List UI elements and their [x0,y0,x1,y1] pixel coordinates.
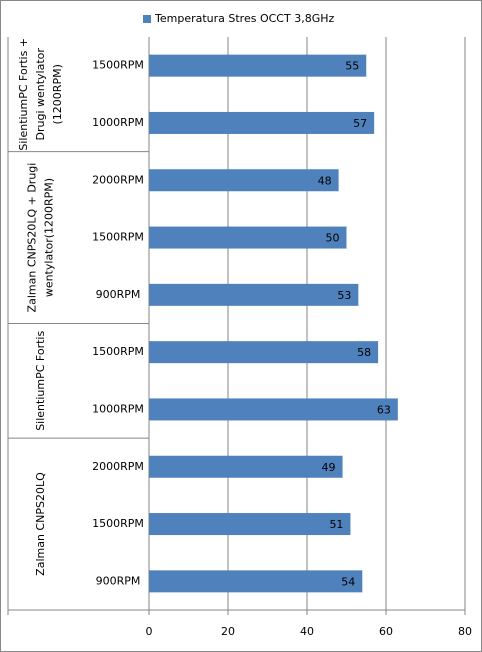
y-tick-label: 1500RPM [92,345,144,358]
bar [149,455,343,478]
y-tick-label: 900RPM [96,288,141,301]
bar [149,513,351,536]
bar [149,111,375,134]
y-tick-label: 900RPM [96,574,141,587]
data-label: 57 [353,117,367,130]
y-tick-label: 1500RPM [92,517,144,530]
y-tick-label: 2000RPM [92,173,144,186]
group-label: Zalman CNPS20LQ + Drugi [26,163,39,313]
data-label: 49 [322,461,336,474]
y-tick-label: 2000RPM [92,460,144,473]
data-label: 50 [326,232,340,245]
data-label: 63 [377,403,391,416]
bar [149,54,367,77]
group-label: SilentiumPC Fortis [34,331,47,431]
bar [149,341,379,364]
x-tick-label: 80 [458,625,472,638]
data-label: 48 [318,174,332,187]
group-label: Zalman CNPS20LQ [34,472,47,576]
bar [149,398,398,421]
data-label: 55 [345,60,359,73]
data-label: 54 [341,575,355,588]
legend-swatch [143,15,151,23]
x-tick-label: 40 [300,625,314,638]
legend-label: Temperatura Stres OCCT 3,8GHz [154,12,334,25]
group-label: wentylator(1200RPM) [43,178,56,297]
y-tick-label: 1000RPM [92,402,144,415]
y-tick-label: 1000RPM [92,116,144,129]
data-label: 58 [357,346,371,359]
bar [149,226,347,249]
x-tick-label: 0 [146,625,153,638]
bar [149,283,359,306]
bar [149,570,363,593]
group-label: (1200RPM) [51,64,64,124]
y-tick-label: 1500RPM [92,231,144,244]
bar [149,169,339,192]
group-label: SilentiumPC Fortis + [17,38,30,151]
data-label: 51 [329,518,343,531]
group-label: Drugi wentylator [34,48,47,141]
y-tick-label: 1500RPM [92,59,144,72]
x-tick-label: 20 [221,625,235,638]
data-label: 53 [337,289,351,302]
x-tick-label: 60 [379,625,393,638]
